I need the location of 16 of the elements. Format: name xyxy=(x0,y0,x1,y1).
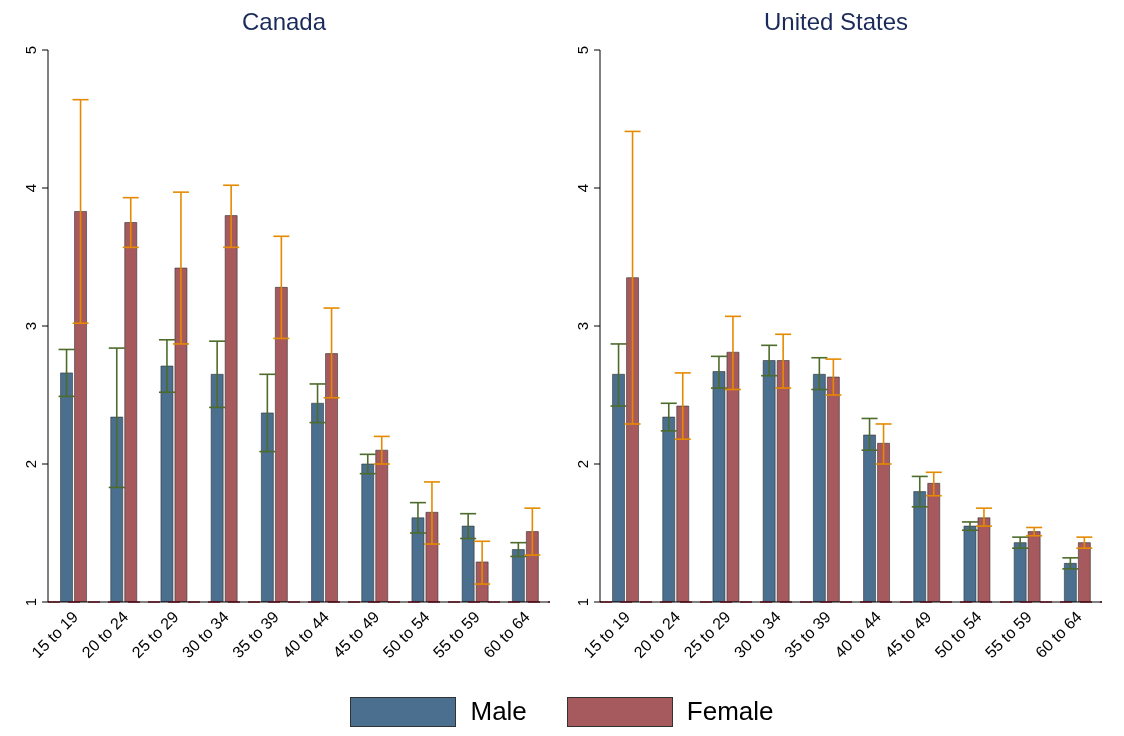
legend-label: Male xyxy=(470,696,527,727)
y-tick-label: 3 xyxy=(22,321,39,331)
y-tick-label: 4 xyxy=(22,183,39,193)
chart-title: Canada xyxy=(240,8,328,37)
y-tick-label: 4 xyxy=(574,183,591,193)
y-tick-label: 2 xyxy=(574,459,591,469)
y-tick-label: 2 xyxy=(22,459,39,469)
y-tick-label: 3 xyxy=(574,321,591,331)
y-tick-label: 1 xyxy=(22,597,39,607)
y-tick-label: 1 xyxy=(574,597,591,607)
y-tick-label: 5 xyxy=(574,45,591,55)
chart-title: United States xyxy=(762,8,910,37)
x-tick-label: 60 to 64 xyxy=(1032,608,1086,662)
legend-label: Female xyxy=(686,696,774,727)
y-tick-label: 5 xyxy=(22,45,39,55)
x-tick-label: 60 to 64 xyxy=(480,608,534,662)
